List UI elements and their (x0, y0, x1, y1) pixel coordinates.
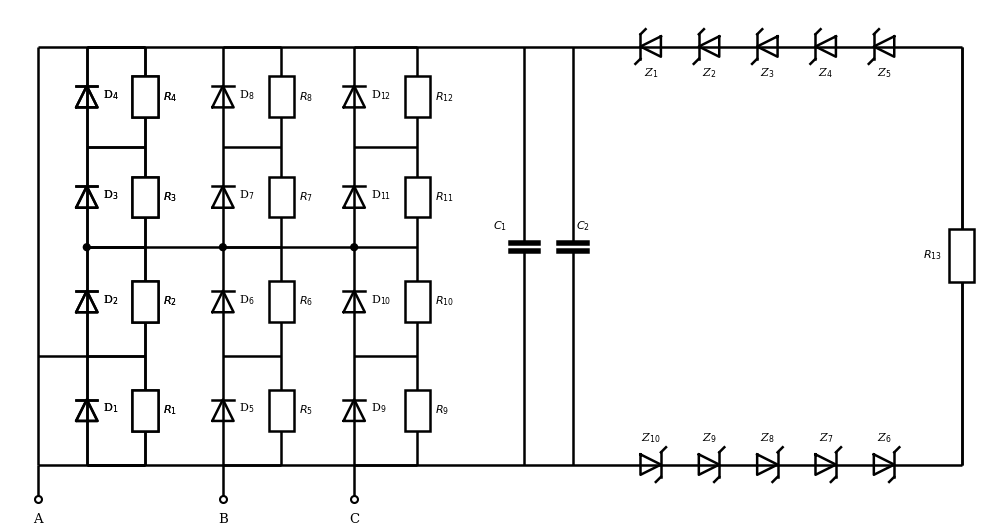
Text: $R_{12}$: $R_{12}$ (435, 90, 454, 103)
Bar (132, 176, 158, 217)
Text: D$_3$: D$_3$ (103, 188, 119, 202)
Text: Z$_8$: Z$_8$ (760, 431, 775, 445)
Bar (269, 176, 294, 217)
Bar (132, 76, 158, 117)
Bar (405, 281, 430, 322)
Text: $R_3$: $R_3$ (163, 190, 177, 204)
Text: $R_6$: $R_6$ (299, 295, 313, 308)
Bar (269, 76, 294, 117)
Text: D$_7$: D$_7$ (239, 188, 255, 202)
Text: Z$_3$: Z$_3$ (760, 66, 775, 80)
Text: D$_1$: D$_1$ (103, 401, 119, 415)
Text: D$_{12}$: D$_{12}$ (371, 88, 391, 102)
Text: Z$_{10}$: Z$_{10}$ (641, 431, 660, 445)
Text: Z$_1$: Z$_1$ (644, 66, 658, 80)
Text: $R_1$: $R_1$ (163, 403, 177, 417)
Text: D$_{10}$: D$_{10}$ (371, 293, 391, 306)
Text: Z$_2$: Z$_2$ (702, 66, 716, 80)
Text: Z$_4$: Z$_4$ (818, 66, 833, 80)
Text: Z$_6$: Z$_6$ (877, 431, 891, 445)
Text: Z$_5$: Z$_5$ (877, 66, 891, 80)
Circle shape (351, 244, 358, 251)
Bar (132, 281, 158, 322)
Bar (269, 281, 294, 322)
Text: $R_8$: $R_8$ (299, 90, 313, 103)
Text: $R_{10}$: $R_{10}$ (435, 295, 454, 308)
Text: D$_5$: D$_5$ (239, 401, 255, 415)
Text: $R_3$: $R_3$ (163, 190, 177, 204)
Text: $R_5$: $R_5$ (299, 403, 313, 417)
Text: D$_{11}$: D$_{11}$ (371, 188, 391, 202)
Bar (132, 281, 158, 322)
Text: D$_9$: D$_9$ (371, 401, 386, 415)
Text: D$_4$: D$_4$ (103, 88, 119, 102)
Bar (132, 76, 158, 117)
Text: A: A (33, 513, 43, 526)
Circle shape (220, 244, 226, 251)
Text: $R_4$: $R_4$ (163, 90, 177, 103)
Text: $R_9$: $R_9$ (435, 403, 449, 417)
Text: D$_8$: D$_8$ (239, 88, 255, 102)
Bar (405, 390, 430, 431)
Bar (132, 390, 158, 431)
Text: $R_2$: $R_2$ (163, 295, 176, 308)
Text: $R_{13}$: $R_{13}$ (923, 249, 942, 262)
Text: C: C (349, 513, 359, 526)
Text: $R_2$: $R_2$ (163, 295, 176, 308)
Bar (132, 176, 158, 217)
Text: $R_1$: $R_1$ (163, 403, 177, 417)
Bar (949, 229, 974, 282)
Bar (405, 176, 430, 217)
Circle shape (83, 244, 90, 251)
Text: Z$_7$: Z$_7$ (819, 431, 833, 445)
Text: D$_4$: D$_4$ (103, 88, 119, 102)
Bar (405, 76, 430, 117)
Text: $R_4$: $R_4$ (163, 90, 177, 103)
Text: B: B (218, 513, 228, 526)
Text: D$_3$: D$_3$ (103, 188, 119, 202)
Text: D$_2$: D$_2$ (103, 293, 118, 306)
Bar (269, 390, 294, 431)
Bar (132, 390, 158, 431)
Text: $C_1$: $C_1$ (493, 219, 507, 233)
Text: Z$_9$: Z$_9$ (702, 431, 716, 445)
Text: $R_7$: $R_7$ (299, 190, 313, 204)
Text: $C_2$: $C_2$ (576, 219, 590, 233)
Text: D$_1$: D$_1$ (103, 401, 119, 415)
Text: D$_2$: D$_2$ (103, 293, 118, 306)
Text: D$_6$: D$_6$ (239, 293, 255, 306)
Text: $R_{11}$: $R_{11}$ (435, 190, 454, 204)
